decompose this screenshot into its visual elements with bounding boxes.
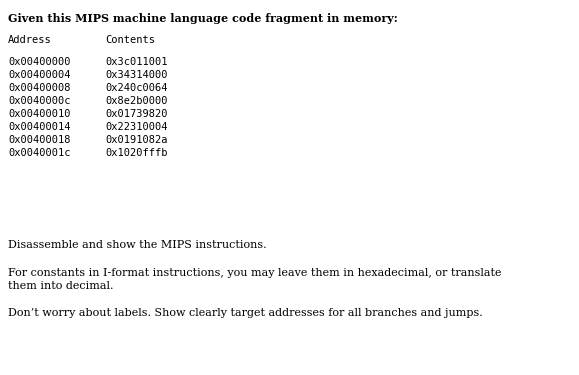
Text: 0x00400010: 0x00400010 bbox=[8, 109, 71, 119]
Text: them into decimal.: them into decimal. bbox=[8, 281, 113, 291]
Text: 0x34314000: 0x34314000 bbox=[105, 70, 167, 80]
Text: 0x240c0064: 0x240c0064 bbox=[105, 83, 167, 93]
Text: Don’t worry about labels. Show clearly target addresses for all branches and jum: Don’t worry about labels. Show clearly t… bbox=[8, 308, 483, 318]
Text: 0x00400000: 0x00400000 bbox=[8, 57, 71, 67]
Text: 0x00400018: 0x00400018 bbox=[8, 135, 71, 145]
Text: 0x00400004: 0x00400004 bbox=[8, 70, 71, 80]
Text: 0x0191082a: 0x0191082a bbox=[105, 135, 167, 145]
Text: 0x3c011001: 0x3c011001 bbox=[105, 57, 167, 67]
Text: 0x0040001c: 0x0040001c bbox=[8, 148, 71, 158]
Text: Disassemble and show the MIPS instructions.: Disassemble and show the MIPS instructio… bbox=[8, 240, 266, 250]
Text: For constants in I-format instructions, you may leave them in hexadecimal, or tr: For constants in I-format instructions, … bbox=[8, 268, 501, 278]
Text: Contents: Contents bbox=[105, 35, 155, 45]
Text: 0x0040000c: 0x0040000c bbox=[8, 96, 71, 106]
Text: 0x01739820: 0x01739820 bbox=[105, 109, 167, 119]
Text: Given this MIPS machine language code fragment in memory:: Given this MIPS machine language code fr… bbox=[8, 13, 398, 24]
Text: 0x00400014: 0x00400014 bbox=[8, 122, 71, 132]
Text: Address: Address bbox=[8, 35, 52, 45]
Text: 0x1020fffb: 0x1020fffb bbox=[105, 148, 167, 158]
Text: 0x22310004: 0x22310004 bbox=[105, 122, 167, 132]
Text: 0x00400008: 0x00400008 bbox=[8, 83, 71, 93]
Text: 0x8e2b0000: 0x8e2b0000 bbox=[105, 96, 167, 106]
